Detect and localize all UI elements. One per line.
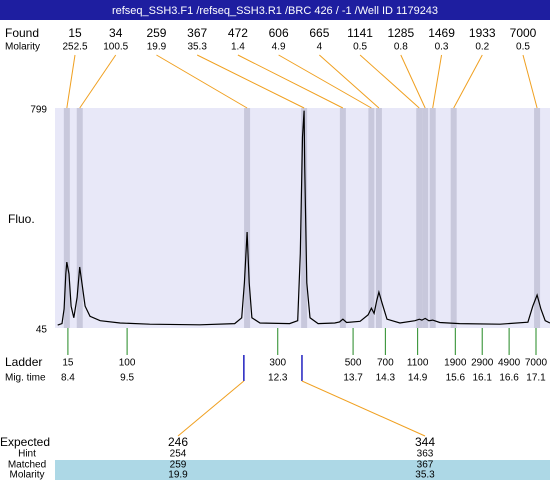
matched-molarity: 35.3 <box>415 470 435 480</box>
found-connector <box>278 54 372 109</box>
peak-band <box>244 108 251 328</box>
ladder-size: 1100 <box>407 358 429 369</box>
found-molarity: 0.5 <box>353 42 367 53</box>
ladder-time: 13.7 <box>343 373 363 384</box>
matched-size: 259 <box>170 460 187 471</box>
found-connector <box>319 54 380 109</box>
ladder-time: 12.3 <box>268 373 288 384</box>
found-molarity: 1.4 <box>231 42 245 53</box>
y-axis-label: Fluo. <box>8 212 35 226</box>
found-molarity: 0.3 <box>435 42 449 53</box>
peak-band <box>450 108 457 328</box>
found-size: 1285 <box>387 26 414 40</box>
hint-label: Hint <box>18 449 36 460</box>
ladder-size: 1900 <box>444 358 467 369</box>
found-size: 1469 <box>428 26 455 40</box>
found-connector <box>237 54 344 109</box>
found-size: 1141 <box>347 26 373 40</box>
found-molarity: 100.5 <box>103 42 128 53</box>
y-tick-label: 799 <box>30 105 47 116</box>
found-molarity: 0.8 <box>394 42 408 53</box>
found-molarity: 19.9 <box>147 42 167 53</box>
found-connector <box>432 54 443 109</box>
found-size: 367 <box>187 26 207 40</box>
peak-band <box>422 108 429 328</box>
peak-band <box>339 108 346 328</box>
matched-row-bg <box>55 460 550 480</box>
found-connector <box>156 54 248 109</box>
ladder-time: 14.3 <box>376 373 396 384</box>
peak-band <box>534 108 541 328</box>
matched-label: Matched <box>8 460 46 471</box>
ladder-time: 15.6 <box>446 373 466 384</box>
molarity-row-label: Molarity <box>9 470 44 480</box>
found-connector <box>79 54 117 109</box>
matched-molarity: 19.9 <box>168 470 188 480</box>
ladder-size: 4900 <box>498 358 521 369</box>
ladder-size: 15 <box>62 358 74 369</box>
found-size: 34 <box>109 26 123 40</box>
ladder-size: 500 <box>345 358 362 369</box>
ladder-time: 16.6 <box>499 373 519 384</box>
found-molarity: 35.3 <box>187 42 207 53</box>
expected-connector <box>177 380 245 437</box>
matched-size: 367 <box>417 460 434 471</box>
ladder-size: 100 <box>119 358 136 369</box>
found-molarity: 0.5 <box>516 42 530 53</box>
ladder-time: 16.1 <box>472 373 492 384</box>
trace <box>57 110 550 326</box>
ladder-size: 300 <box>269 358 286 369</box>
found-size: 15 <box>68 26 82 40</box>
found-connector <box>66 54 76 109</box>
found-molarity: 4.9 <box>272 42 286 53</box>
expected-label: Expected <box>0 435 50 449</box>
hint-size: 363 <box>417 449 434 460</box>
found-size: 606 <box>269 26 289 40</box>
ladder-time: 8.4 <box>61 373 75 384</box>
peak-band <box>368 108 375 328</box>
ladder-size: 2900 <box>471 358 494 369</box>
found-size: 259 <box>146 26 166 40</box>
peak-band <box>416 108 423 328</box>
found-size: 7000 <box>510 26 537 40</box>
found-size: 472 <box>228 26 248 40</box>
found-connector <box>400 54 426 109</box>
found-connector <box>196 54 305 109</box>
ladder-label: Ladder <box>5 355 42 369</box>
ladder-time: 17.1 <box>526 373 546 384</box>
mig-time-label: Mig. time <box>5 373 46 384</box>
peak-band <box>375 108 382 328</box>
found-size: 665 <box>309 26 329 40</box>
expected-size: 344 <box>415 435 435 449</box>
peak-band <box>76 108 83 328</box>
expected-size: 246 <box>168 435 188 449</box>
peak-band <box>63 108 70 328</box>
found-label: Found <box>5 26 39 40</box>
found-connector <box>453 54 483 109</box>
chart-title: refseq_SSH3.F1 /refseq_SSH3.R1 /BRC 426 … <box>112 5 438 17</box>
ladder-time: 9.5 <box>120 373 134 384</box>
found-connector <box>522 54 538 109</box>
y-tick-label: 45 <box>36 325 48 336</box>
found-molarity: 252.5 <box>62 42 87 53</box>
title-bar <box>0 0 550 20</box>
peak-band <box>301 108 308 328</box>
ladder-size: 700 <box>377 358 394 369</box>
ladder-size: 7000 <box>525 358 548 369</box>
molarity-label: Molarity <box>5 42 40 53</box>
found-connector <box>359 54 420 109</box>
hint-size: 254 <box>170 449 187 460</box>
ladder-time: 14.9 <box>408 373 428 384</box>
found-size: 1933 <box>469 26 496 40</box>
peak-band <box>429 108 436 328</box>
found-molarity: 4 <box>317 42 323 53</box>
expected-connector <box>301 380 426 437</box>
found-molarity: 0.2 <box>475 42 489 53</box>
